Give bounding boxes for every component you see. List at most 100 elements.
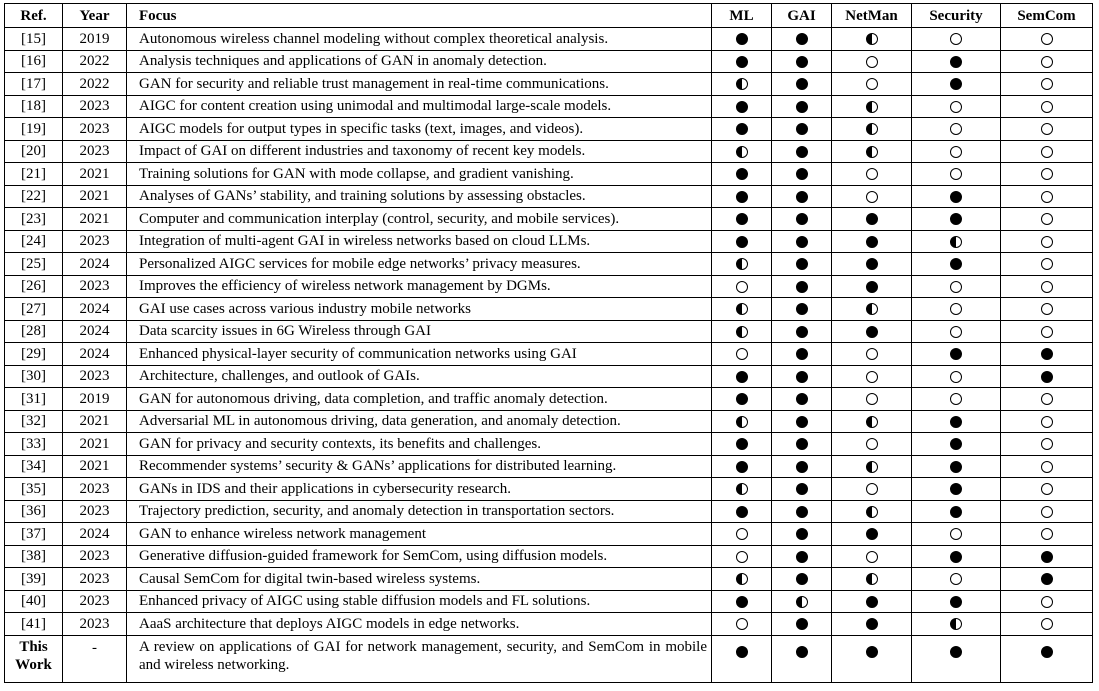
mark-cell-gai	[771, 297, 832, 321]
year-cell: 2024	[62, 522, 127, 546]
mark-cell-semcom	[1000, 207, 1093, 231]
coverage-circle-icon	[1040, 438, 1053, 451]
coverage-circle-icon	[735, 325, 748, 338]
year-cell: 2021	[62, 409, 127, 433]
focus-cell: Personalized AIGC services for mobile ed…	[126, 252, 712, 276]
mark-cell-ml	[711, 94, 772, 118]
coverage-circle-icon	[950, 213, 962, 226]
mark-cell-security	[911, 94, 1001, 118]
coverage-circle-icon	[1040, 123, 1053, 136]
coverage-circle-icon	[865, 618, 878, 631]
this-work-year: -	[62, 634, 127, 683]
column-header-netman: NetMan	[831, 3, 912, 28]
coverage-circle-icon	[1040, 393, 1053, 406]
mark-cell-gai	[771, 162, 832, 186]
year-cell: 2023	[62, 364, 127, 388]
ref-cell: [17]	[4, 72, 63, 96]
ref-cell: [27]	[4, 297, 63, 321]
mark-cell-security	[911, 297, 1001, 321]
ref-cell: [28]	[4, 319, 63, 343]
coverage-circle-icon	[950, 280, 962, 293]
mark-cell-netman	[831, 274, 912, 298]
coverage-circle-icon	[865, 438, 878, 451]
mark-cell-semcom	[1000, 342, 1093, 366]
mark-cell-ml	[711, 567, 772, 591]
coverage-circle-icon	[735, 55, 748, 68]
coverage-circle-icon	[795, 460, 808, 473]
year-cell: 2021	[62, 432, 127, 456]
year-cell: 2022	[62, 49, 127, 73]
mark-cell-gai	[771, 589, 832, 613]
mark-cell-gai	[771, 567, 832, 591]
table-row: [18] 2023 AIGC for content creation using …	[4, 94, 1093, 118]
focus-cell: Improves the efficiency of wireless netw…	[126, 274, 712, 298]
table-row: [19] 2023 AIGC models for output types in …	[4, 117, 1093, 141]
ref-cell: [36]	[4, 499, 63, 523]
year-cell: 2023	[62, 139, 127, 163]
mark-cell-semcom	[1000, 27, 1093, 51]
ref-cell: [26]	[4, 274, 63, 298]
coverage-circle-icon	[1040, 505, 1053, 518]
ref-cell: [30]	[4, 364, 63, 388]
coverage-circle-icon	[950, 348, 962, 361]
mark-cell-netman	[831, 252, 912, 276]
coverage-circle-icon	[795, 55, 808, 68]
coverage-circle-icon	[795, 483, 808, 496]
coverage-circle-icon	[950, 325, 962, 338]
table-body: [15] 2019 Autonomous wireless channel mode…	[4, 27, 1093, 683]
coverage-circle-icon	[865, 280, 878, 293]
ref-cell: [31]	[4, 387, 63, 411]
coverage-circle-icon	[795, 618, 808, 631]
this-work-row: This Work - A review on applications of …	[4, 634, 1093, 683]
coverage-circle-icon	[950, 145, 962, 158]
mark-cell-netman	[831, 139, 912, 163]
coverage-circle-icon	[950, 55, 962, 68]
this-work-label-line2: Work	[15, 656, 52, 673]
focus-cell: GANs in IDS and their applications in cy…	[126, 477, 712, 501]
coverage-circle-icon	[735, 595, 748, 608]
coverage-circle-icon	[735, 280, 748, 293]
mark-cell-gai	[771, 139, 832, 163]
mark-cell-netman	[831, 499, 912, 523]
coverage-circle-icon	[865, 460, 878, 473]
mark-cell-security	[911, 634, 1001, 683]
focus-cell: Computer and communication interplay (co…	[126, 207, 712, 231]
mark-cell-netman	[831, 544, 912, 568]
this-work-label-line1: This	[19, 638, 48, 655]
table-row: [20] 2023 Impact of GAI on different indus…	[4, 139, 1093, 163]
coverage-circle-icon	[795, 213, 808, 226]
year-cell: 2024	[62, 319, 127, 343]
focus-cell: Generative diffusion-guided framework fo…	[126, 544, 712, 568]
mark-cell-security	[911, 229, 1001, 253]
coverage-circle-icon	[950, 303, 962, 316]
mark-cell-ml	[711, 72, 772, 96]
coverage-circle-icon	[1040, 325, 1053, 338]
year-cell: 2023	[62, 544, 127, 568]
focus-cell: GAI use cases across various industry mo…	[126, 297, 712, 321]
mark-cell-ml	[711, 319, 772, 343]
coverage-circle-icon	[795, 123, 808, 136]
table-row: [41] 2023 AaaS architecture that deploys A…	[4, 612, 1093, 636]
column-header-ml: ML	[711, 3, 772, 28]
coverage-circle-icon	[735, 123, 748, 136]
mark-cell-semcom	[1000, 567, 1093, 591]
coverage-circle-icon	[950, 528, 962, 541]
coverage-circle-icon	[735, 438, 748, 451]
mark-cell-ml	[711, 387, 772, 411]
coverage-circle-icon	[950, 618, 962, 631]
mark-cell-security	[911, 589, 1001, 613]
ref-cell: [40]	[4, 589, 63, 613]
coverage-circle-icon	[735, 573, 748, 586]
coverage-circle-icon	[1040, 168, 1053, 181]
coverage-circle-icon	[795, 325, 808, 338]
table-row: [28] 2024 Data scarcity issues in 6G Wirel…	[4, 319, 1093, 343]
mark-cell-netman	[831, 184, 912, 208]
column-header-ref: Ref.	[4, 3, 63, 28]
coverage-circle-icon	[795, 528, 808, 541]
coverage-circle-icon	[795, 573, 808, 586]
mark-cell-ml	[711, 274, 772, 298]
focus-cell: Integration of multi-agent GAI in wirele…	[126, 229, 712, 253]
coverage-circle-icon	[735, 33, 748, 46]
header-row: Ref. Year Focus ML GAI NetMan Security S…	[4, 3, 1093, 28]
coverage-circle-icon	[735, 78, 748, 91]
